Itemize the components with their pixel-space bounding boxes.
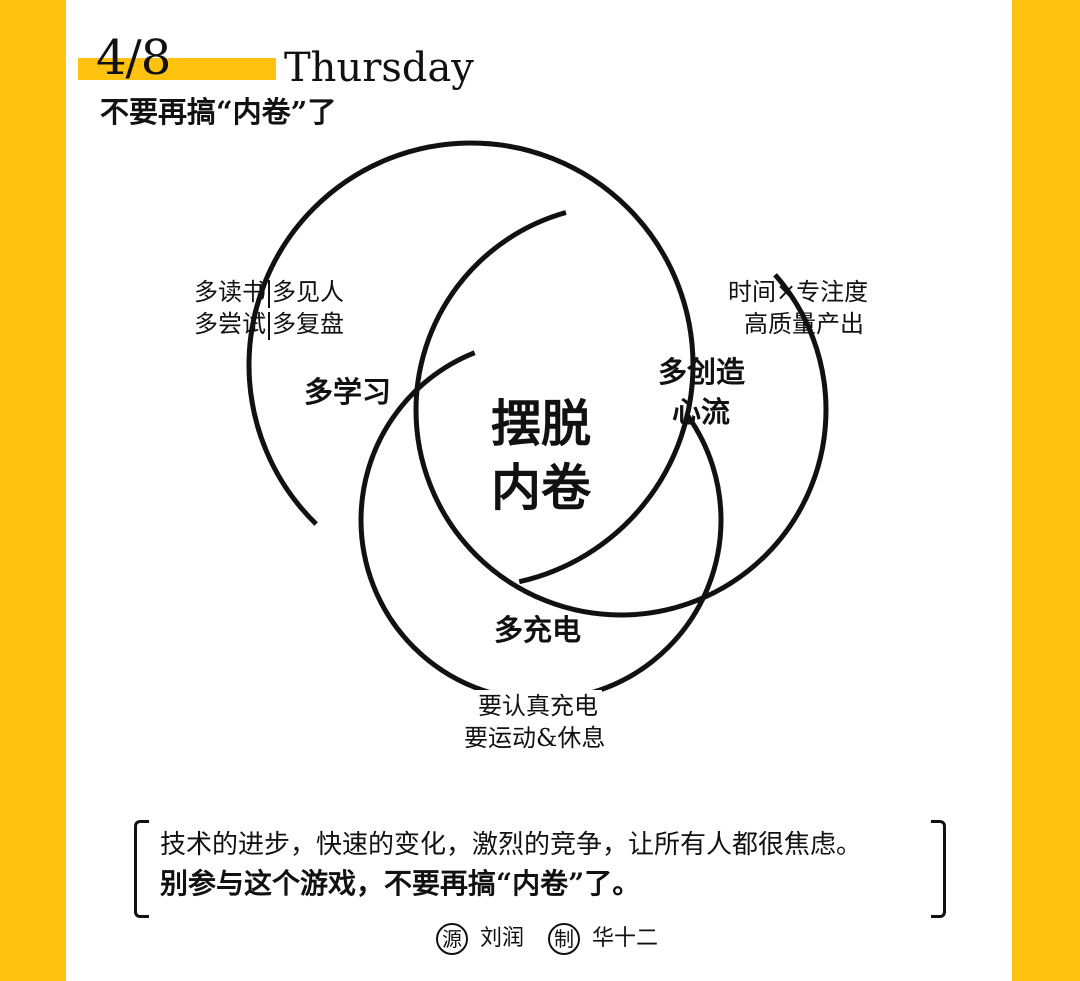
note-divider — [268, 311, 270, 340]
quote-box: 技术的进步，快速的变化，激烈的竞争，让所有人都很焦虑。 别参与这个游戏，不要再搞… — [134, 820, 946, 918]
left-circle-label: 多学习 — [304, 375, 392, 409]
circle-left — [246, 140, 696, 590]
date-label: 4/8 — [96, 30, 171, 86]
left-note-1b: 多见人 — [272, 278, 344, 306]
bracket-left — [134, 820, 149, 918]
note-divider — [268, 279, 270, 308]
right-circle-label-1: 多创造 — [658, 355, 746, 389]
left-note-1a: 多读书 — [194, 278, 266, 306]
maker-mark: 制 — [548, 923, 581, 955]
source-name: 刘润 — [480, 926, 525, 951]
right-circle-label-2: 心流 — [672, 395, 731, 429]
bottom-circle-label: 多充电 — [494, 613, 582, 647]
right-note-1: 时间×专注度 — [728, 278, 869, 306]
center-label-line-1: 摆脱 — [491, 394, 591, 453]
bottom-note-2: 要运动&休息 — [464, 724, 606, 752]
left-note-row-1: 多读书 多见人 — [194, 276, 344, 308]
source-mark: 源 — [436, 923, 468, 955]
maker-name: 华十二 — [592, 926, 659, 951]
quote-line-2: 别参与这个游戏，不要再搞“内卷”了。 — [160, 867, 641, 900]
bracket-right — [931, 820, 946, 918]
center-label-line-2: 内卷 — [491, 458, 591, 517]
weekday-label: Thursday — [284, 45, 474, 91]
left-note-2b: 多复盘 — [272, 310, 344, 338]
circle-right — [413, 202, 829, 618]
bottom-note-1: 要认真充电 — [474, 690, 602, 722]
page-title: 不要再搞“内卷”了 — [100, 95, 337, 129]
center-label: 摆脱 内卷 — [446, 392, 636, 520]
left-note-2a: 多尝试 — [194, 310, 266, 338]
quote-line-1: 技术的进步，快速的变化，激烈的竞争，让所有人都很焦虑。 — [160, 830, 863, 860]
poster-card: 4/8 Thursday 不要再搞“内卷”了 多读书 多见人 多尝试 多复盘 多学习… — [66, 0, 1012, 981]
credits: 源 刘润 制 华十二 — [436, 920, 658, 958]
right-note-2: 高质量产出 — [744, 310, 864, 338]
date-highlight-bar — [78, 58, 276, 80]
left-note-row-2: 多尝试 多复盘 — [194, 308, 344, 340]
